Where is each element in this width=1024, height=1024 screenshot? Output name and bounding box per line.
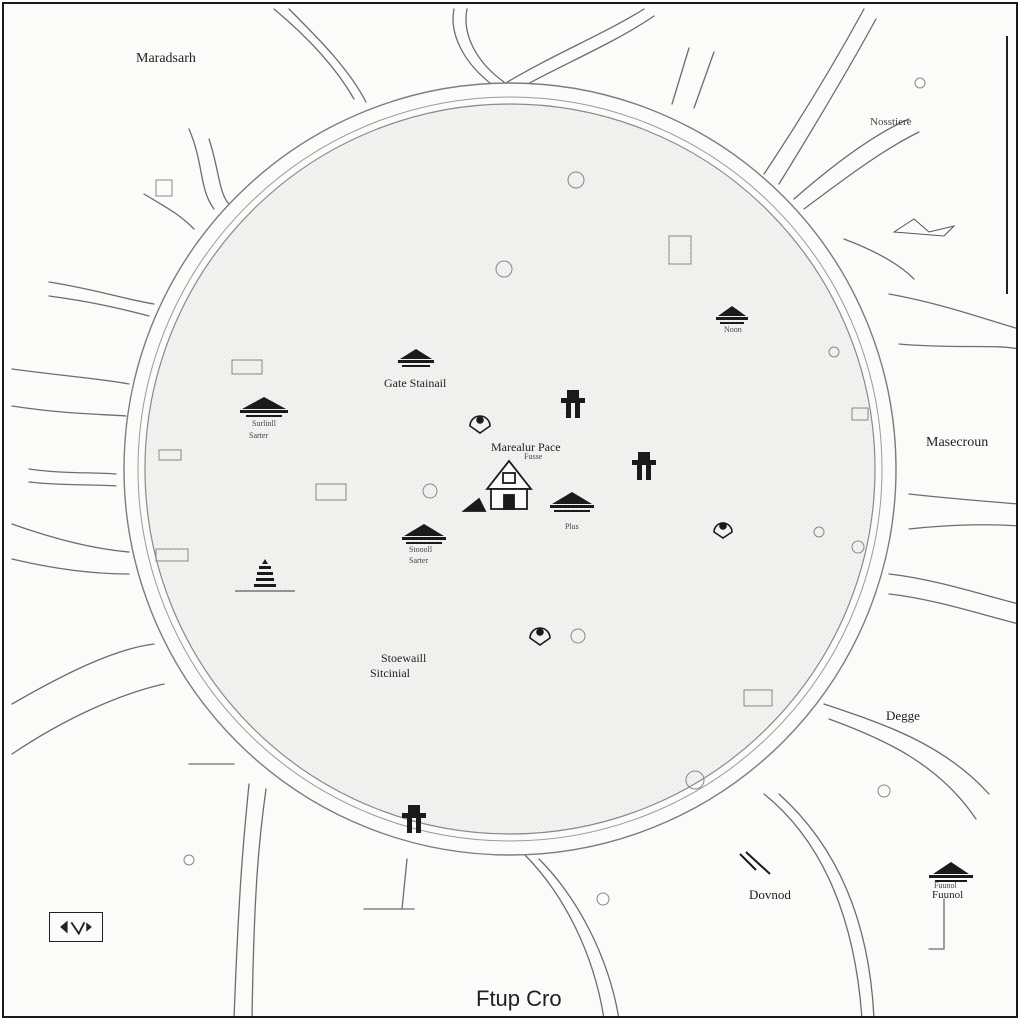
label-house-sub: Fusse bbox=[524, 452, 543, 461]
building-icon bbox=[851, 407, 869, 421]
pagoda-icon bbox=[716, 306, 748, 324]
building-icon bbox=[813, 526, 825, 538]
pagoda-icon bbox=[240, 397, 288, 417]
person-icon bbox=[561, 390, 585, 418]
person-icon bbox=[632, 452, 656, 480]
label-nosstiere: Nosstiere bbox=[870, 116, 912, 128]
label-pagoda-e-sub: Fuunol bbox=[934, 881, 957, 890]
pagoda-icon bbox=[402, 524, 446, 544]
pagoda-icons bbox=[240, 306, 973, 882]
building-icon bbox=[155, 548, 189, 562]
pin-icon bbox=[713, 522, 733, 539]
label-gate-station: Gate Stainail bbox=[384, 376, 447, 390]
label-pagoda-c-sub: Noon bbox=[724, 325, 742, 334]
house-icon bbox=[461, 459, 533, 512]
label-sitcinial: Sitcinial bbox=[370, 666, 410, 680]
label-pagoda-b-sub: Stoooll bbox=[409, 545, 433, 554]
label-degge: Degge bbox=[886, 708, 920, 723]
building-icon bbox=[570, 628, 586, 644]
map-title: Ftup Cro bbox=[476, 986, 562, 1011]
building-icons bbox=[155, 77, 956, 906]
building-icon bbox=[422, 483, 438, 499]
label-fuunol: Fuunol bbox=[932, 889, 964, 901]
building-icon bbox=[914, 77, 926, 89]
city-wall-inner bbox=[137, 96, 883, 842]
pagoda-icon bbox=[929, 862, 973, 882]
label-pagoda-d-sub: Plus bbox=[565, 522, 579, 531]
building-icon bbox=[567, 171, 585, 189]
building-icon bbox=[685, 770, 705, 790]
label-masecroun: Masecroun bbox=[926, 435, 989, 450]
building-icon bbox=[851, 540, 865, 554]
tower-icon bbox=[235, 559, 295, 592]
building-icon bbox=[596, 892, 610, 906]
building-icon bbox=[877, 784, 891, 798]
building-icon bbox=[495, 260, 513, 278]
road-network bbox=[11, 8, 1016, 1016]
building-icon bbox=[183, 854, 195, 866]
label-marealur-place: Marealur Pace bbox=[491, 440, 561, 454]
label-stoewaill: Stoewaill bbox=[381, 651, 427, 665]
pin-icon bbox=[469, 415, 491, 434]
label-maradsarh: Maradsarh bbox=[136, 51, 196, 66]
compass-icon[interactable] bbox=[49, 912, 103, 942]
pagoda-icon bbox=[398, 349, 434, 367]
building-icon bbox=[315, 483, 347, 501]
building-icon bbox=[155, 179, 173, 197]
building-icon bbox=[743, 689, 773, 707]
label-dovnod: Dovnod bbox=[749, 887, 791, 902]
building-icon bbox=[231, 359, 263, 375]
building-icon bbox=[828, 346, 840, 358]
label-pagoda-a-sub: Surlinll bbox=[252, 419, 277, 428]
pagoda-icon bbox=[550, 492, 594, 512]
label-sarter-b: Sarter bbox=[409, 556, 429, 565]
building-icon bbox=[158, 449, 182, 461]
person-icons bbox=[402, 390, 656, 833]
map-canvas bbox=[11, 8, 1016, 1016]
label-sarter-a: Sarter bbox=[249, 431, 269, 440]
scale-bar bbox=[1006, 36, 1008, 294]
pin-icons bbox=[469, 415, 733, 646]
building-icon bbox=[668, 235, 692, 265]
pin-icon bbox=[529, 627, 551, 646]
person-icon bbox=[402, 805, 426, 833]
